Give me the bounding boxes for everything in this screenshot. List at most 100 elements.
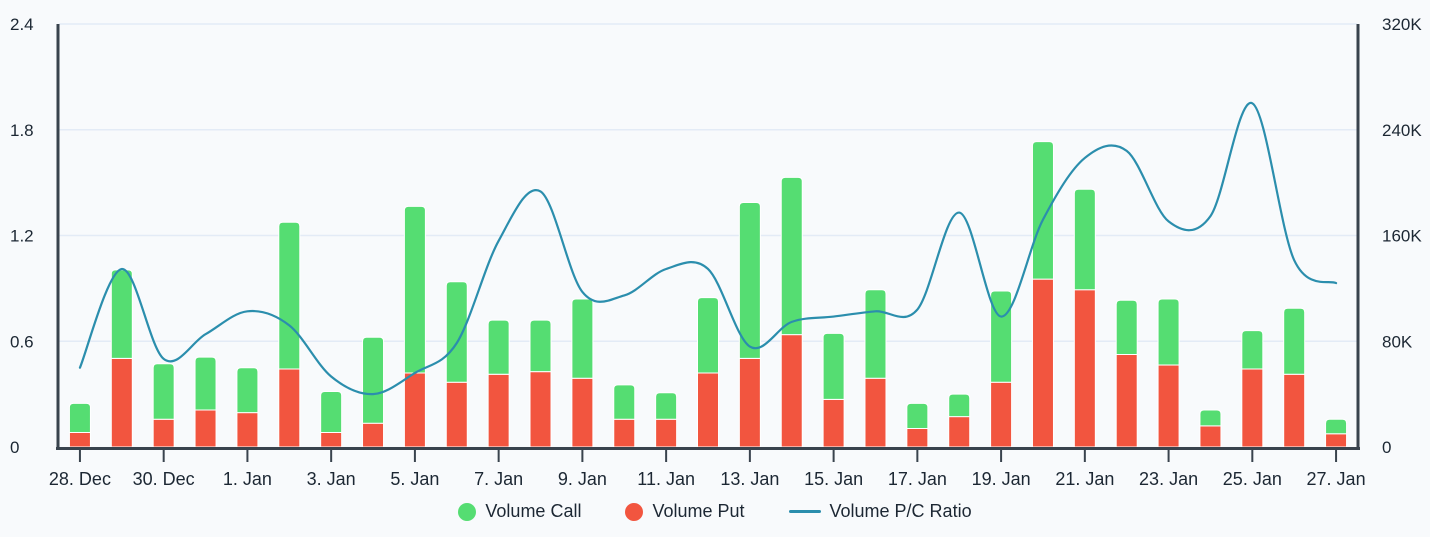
volume-put-bar-segment[interactable] (362, 422, 385, 448)
volume-call-bar-segment[interactable] (1031, 141, 1054, 280)
volume-call-bar-segment[interactable] (445, 281, 468, 383)
volume-put-bar-segment[interactable] (655, 418, 678, 448)
volume-call-bar-segment[interactable] (1199, 409, 1222, 427)
legend-label-volume-call: Volume Call (485, 501, 582, 521)
volume-put-bar-segment[interactable] (613, 418, 636, 448)
x-axis-label: 7. Jan (474, 469, 523, 489)
volume-call-bar-segment[interactable] (194, 356, 217, 411)
volume-call-bar-segment[interactable] (738, 201, 761, 359)
volume-put-bar-segment[interactable] (697, 372, 719, 448)
volume-call-bar-segment[interactable] (529, 319, 552, 373)
volume-put-bar-segment[interactable] (780, 334, 803, 448)
volume-put-bar-segment[interactable] (320, 431, 343, 448)
volume-call-bar-segment[interactable] (613, 384, 636, 420)
volume-call-marker-icon (458, 502, 477, 521)
pc-ratio-marker-icon (788, 510, 821, 513)
volume-call-bar-segment[interactable] (906, 402, 929, 429)
y-axis-label-left: 2.4 (10, 15, 34, 34)
x-axis-label: 1. Jan (223, 469, 272, 489)
legend-item-pc-ratio[interactable]: Volume P/C Ratio (788, 501, 972, 522)
volume-put-bar-segment[interactable] (738, 357, 761, 448)
legend-item-volume-put[interactable]: Volume Put (625, 501, 745, 522)
volume-call-bar-segment[interactable] (697, 297, 719, 374)
pc-ratio-line[interactable] (78, 102, 1338, 396)
volume-put-bar-segment[interactable] (906, 427, 929, 448)
volume-put-bar-segment[interactable] (1073, 289, 1096, 448)
volume-call-bar-segment[interactable] (403, 205, 426, 374)
x-axis-label: 28. Dec (49, 469, 111, 489)
x-axis-label: 27. Jan (1307, 469, 1366, 489)
volume-call-bar-segment[interactable] (990, 290, 1013, 383)
x-axis-label: 30. Dec (133, 469, 195, 489)
volume-call-bar-segment[interactable] (864, 289, 887, 379)
volume-put-bar-segment[interactable] (1283, 373, 1306, 448)
x-axis-label: 17. Jan (888, 469, 947, 489)
chart-legend: Volume Call Volume Put Volume P/C Ratio (0, 501, 1430, 522)
volume-put-bar-segment[interactable] (864, 377, 887, 448)
volume-put-bar-segment[interactable] (68, 431, 91, 448)
x-axis-label: 3. Jan (307, 469, 356, 489)
volume-call-bar-segment[interactable] (1325, 418, 1348, 435)
volume-call-bar-segment[interactable] (110, 269, 133, 359)
volume-call-bar-segment[interactable] (655, 392, 678, 420)
volume-call-bar-segment[interactable] (362, 336, 385, 424)
volume-put-bar-segment[interactable] (152, 418, 175, 448)
volume-put-bar-segment[interactable] (236, 412, 259, 448)
y-axis-label-left: 1.2 (10, 227, 34, 246)
y-axis-label-left: 0 (10, 438, 19, 457)
volume-call-bar-segment[interactable] (68, 402, 91, 433)
volume-call-bar-segment[interactable] (236, 367, 259, 414)
y-axis-label-right: 240K (1382, 121, 1422, 140)
legend-item-volume-call[interactable]: Volume Call (458, 501, 581, 522)
y-axis-label-right: 320K (1382, 15, 1422, 34)
volume-put-bar-segment[interactable] (278, 368, 301, 448)
x-axis-label: 11. Jan (637, 469, 695, 489)
volume-put-bar-segment[interactable] (529, 371, 552, 448)
volume-put-bar-segment[interactable] (403, 372, 426, 448)
volume-put-bar-segment[interactable] (487, 373, 510, 448)
volume-call-bar-segment[interactable] (822, 332, 845, 400)
volume-put-bar-segment[interactable] (194, 409, 217, 448)
volume-put-bar-segment[interactable] (1115, 353, 1138, 448)
x-axis-label: 21. Jan (1055, 469, 1114, 489)
x-axis-label: 19. Jan (972, 469, 1031, 489)
x-axis-label: 9. Jan (558, 469, 607, 489)
volume-call-bar-segment[interactable] (571, 298, 594, 379)
volume-put-bar-segment[interactable] (1325, 433, 1348, 448)
volume-put-bar-segment[interactable] (1199, 425, 1222, 448)
x-axis-label: 15. Jan (804, 469, 863, 489)
volume-put-bar-segment[interactable] (1031, 278, 1054, 448)
volume-call-bar-segment[interactable] (487, 319, 510, 375)
x-axis-label: 23. Jan (1139, 469, 1198, 489)
volume-put-bar-segment[interactable] (948, 416, 971, 448)
legend-label-pc-ratio: Volume P/C Ratio (829, 501, 972, 521)
volume-call-bar-segment[interactable] (1283, 307, 1306, 375)
y-axis-label-left: 1.8 (10, 121, 34, 140)
volume-put-bar-segment[interactable] (1241, 368, 1264, 448)
volume-put-bar-segment[interactable] (571, 377, 594, 448)
x-axis-label: 25. Jan (1223, 469, 1282, 489)
y-axis-label-right: 160K (1382, 227, 1422, 246)
volume-call-bar-segment[interactable] (278, 221, 301, 370)
y-axis-label-left: 0.6 (10, 332, 34, 351)
volume-put-bar-segment[interactable] (110, 357, 133, 448)
y-axis-label-right: 80K (1382, 332, 1413, 351)
x-axis-label: 5. Jan (390, 469, 439, 489)
volume-call-bar-segment[interactable] (152, 363, 175, 420)
y-axis-label-right: 0 (1382, 438, 1391, 457)
x-axis-label: 13. Jan (720, 469, 779, 489)
volume-call-bar-segment[interactable] (1073, 188, 1096, 291)
volume-call-bar-segment[interactable] (948, 393, 971, 418)
volume-put-bar-segment[interactable] (445, 381, 468, 448)
volume-call-bar-segment[interactable] (1115, 299, 1138, 355)
volume-call-bar-segment[interactable] (780, 176, 803, 336)
volume-put-bar-segment[interactable] (822, 398, 845, 448)
volume-put-bar-segment[interactable] (1157, 364, 1180, 448)
volume-call-bar-segment[interactable] (1157, 298, 1180, 366)
volume-call-bar-segment[interactable] (320, 390, 343, 433)
volume-put-bar-segment[interactable] (990, 381, 1013, 448)
legend-label-volume-put: Volume Put (652, 501, 745, 521)
volume-call-bar-segment[interactable] (1241, 330, 1264, 370)
